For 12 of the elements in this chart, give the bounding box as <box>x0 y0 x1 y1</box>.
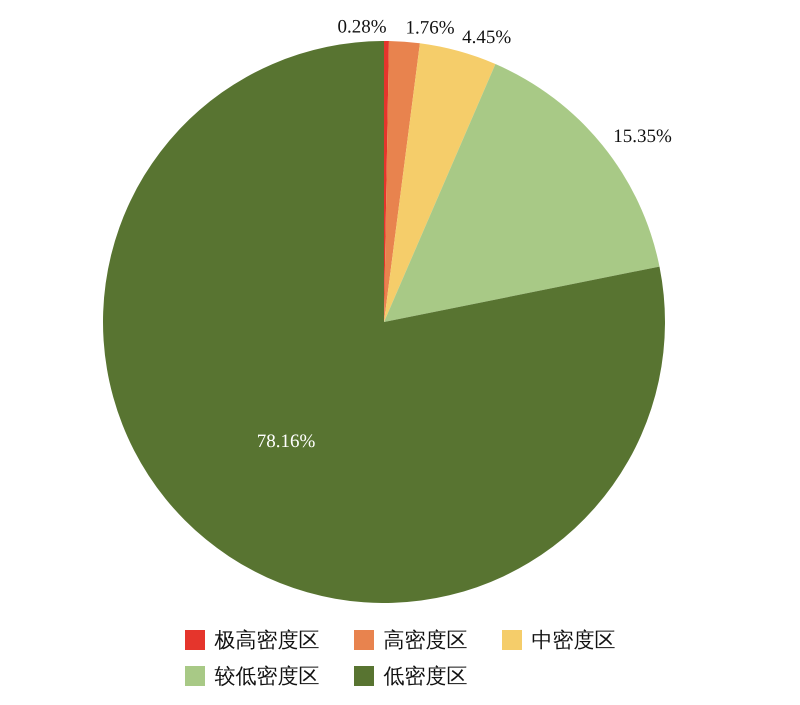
data-label: 78.16% <box>256 431 316 452</box>
pie-slice <box>384 43 496 322</box>
data-label: 0.28% <box>338 16 387 38</box>
legend-label: 低密度区 <box>384 663 468 690</box>
legend-label: 极高密度区 <box>214 627 320 654</box>
legend-label: 较低密度区 <box>214 663 320 690</box>
pie-slice <box>384 41 420 322</box>
legend-label: 高密度区 <box>384 627 468 654</box>
data-label: 15.35% <box>613 126 672 147</box>
legend-label: 中密度区 <box>532 627 616 654</box>
data-label: 1.76% <box>405 17 455 38</box>
data-label: 4.45% <box>462 27 512 48</box>
